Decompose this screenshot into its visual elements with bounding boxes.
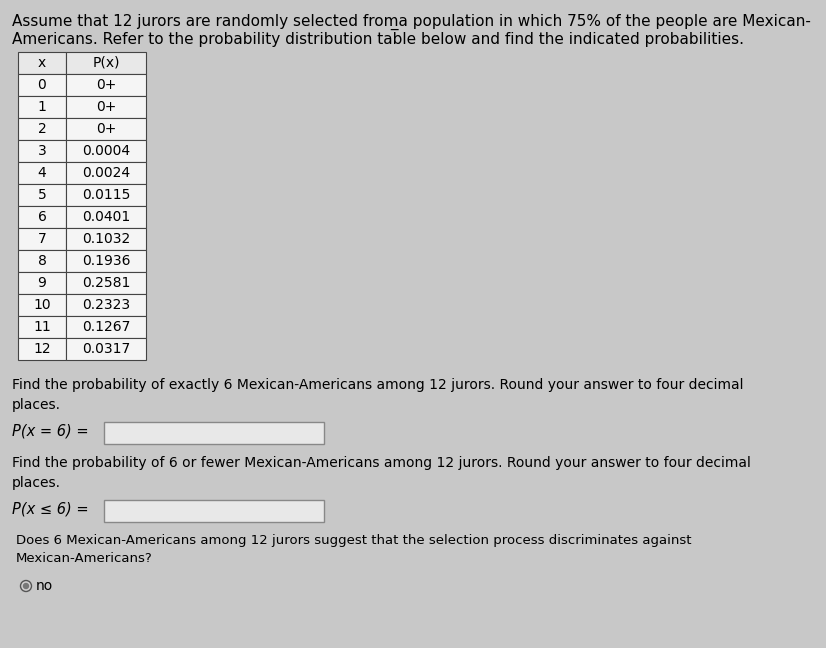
Text: 0.0401: 0.0401 xyxy=(82,210,131,224)
Bar xyxy=(66,162,146,184)
Text: 2: 2 xyxy=(38,122,46,136)
Bar xyxy=(18,272,66,294)
Bar xyxy=(66,338,146,360)
Text: 6: 6 xyxy=(37,210,46,224)
Text: Find the probability of 6 or fewer Mexican-Americans among 12 jurors. Round your: Find the probability of 6 or fewer Mexic… xyxy=(12,456,751,489)
Text: 0.2323: 0.2323 xyxy=(82,298,130,312)
Text: 0.0024: 0.0024 xyxy=(82,166,130,180)
Bar xyxy=(18,74,66,96)
Text: 3: 3 xyxy=(38,144,46,158)
Bar xyxy=(18,338,66,360)
Text: 0+: 0+ xyxy=(96,100,116,114)
Text: 0.1267: 0.1267 xyxy=(82,320,131,334)
Text: 8: 8 xyxy=(37,254,46,268)
Text: Does 6 Mexican-Americans among 12 jurors suggest that the selection process disc: Does 6 Mexican-Americans among 12 jurors… xyxy=(16,534,691,565)
Bar xyxy=(18,162,66,184)
Bar xyxy=(18,250,66,272)
Text: 4: 4 xyxy=(38,166,46,180)
Bar xyxy=(104,422,324,444)
Bar xyxy=(66,228,146,250)
Text: 0+: 0+ xyxy=(96,122,116,136)
Text: 11: 11 xyxy=(33,320,51,334)
Text: 12: 12 xyxy=(33,342,51,356)
Text: 0.1936: 0.1936 xyxy=(82,254,131,268)
Circle shape xyxy=(23,583,29,588)
Text: 0.0115: 0.0115 xyxy=(82,188,131,202)
Bar xyxy=(66,118,146,140)
Bar xyxy=(66,294,146,316)
Bar xyxy=(18,52,66,74)
Text: Assume that 12 jurors are randomly selected from̲a population in which 75% of th: Assume that 12 jurors are randomly selec… xyxy=(12,14,811,30)
Bar xyxy=(18,96,66,118)
Circle shape xyxy=(21,581,31,592)
Bar xyxy=(18,118,66,140)
Bar xyxy=(18,316,66,338)
Bar xyxy=(18,294,66,316)
Bar xyxy=(66,250,146,272)
Bar xyxy=(18,206,66,228)
Bar xyxy=(18,228,66,250)
Text: 0.0317: 0.0317 xyxy=(82,342,131,356)
Text: Americans. Refer to the probability distribution table below and find the indica: Americans. Refer to the probability dist… xyxy=(12,32,744,47)
Text: x: x xyxy=(38,56,46,70)
Text: no: no xyxy=(36,579,53,593)
Text: P(x): P(x) xyxy=(93,56,120,70)
Bar xyxy=(104,500,324,522)
Text: P(x ≤ 6) =: P(x ≤ 6) = xyxy=(12,502,88,517)
Bar xyxy=(66,140,146,162)
Text: 0.0004: 0.0004 xyxy=(82,144,130,158)
Bar xyxy=(66,52,146,74)
Text: 0: 0 xyxy=(38,78,46,92)
Bar xyxy=(18,140,66,162)
Bar xyxy=(66,272,146,294)
Bar xyxy=(66,206,146,228)
Text: 5: 5 xyxy=(38,188,46,202)
Text: 9: 9 xyxy=(37,276,46,290)
Bar xyxy=(66,184,146,206)
Text: 0.2581: 0.2581 xyxy=(82,276,131,290)
Text: 1: 1 xyxy=(37,100,46,114)
Text: Find the probability of exactly 6 Mexican-Americans among 12 jurors. Round your : Find the probability of exactly 6 Mexica… xyxy=(12,378,743,411)
Bar xyxy=(66,74,146,96)
Bar xyxy=(18,184,66,206)
Text: 7: 7 xyxy=(38,232,46,246)
Text: P(x = 6) =: P(x = 6) = xyxy=(12,424,88,439)
Bar xyxy=(66,316,146,338)
Text: 0+: 0+ xyxy=(96,78,116,92)
Text: 10: 10 xyxy=(33,298,51,312)
Bar xyxy=(66,96,146,118)
Text: 0.1032: 0.1032 xyxy=(82,232,131,246)
